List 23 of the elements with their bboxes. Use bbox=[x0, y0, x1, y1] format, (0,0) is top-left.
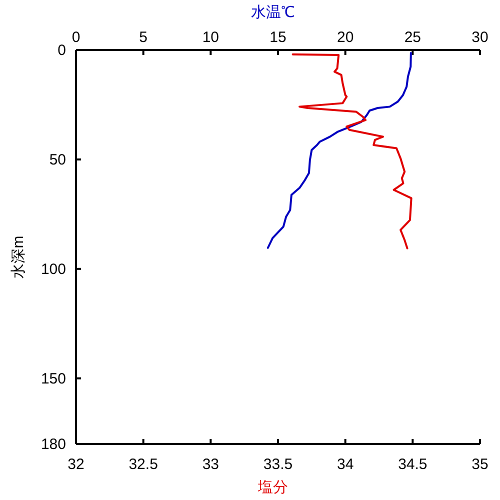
x2-axis-title: 水温℃ bbox=[251, 4, 295, 21]
y-tick-label: 100 bbox=[40, 260, 66, 278]
y-tick-label: 150 bbox=[40, 370, 66, 388]
x-tick-label: 34 bbox=[336, 456, 354, 473]
x-tick-label: 33 bbox=[202, 456, 220, 473]
x-tick-label: 32 bbox=[68, 456, 84, 473]
x-tick-label: 35 bbox=[472, 456, 488, 473]
y-tick-label: 180 bbox=[40, 436, 66, 453]
x2-tick-label: 10 bbox=[202, 29, 220, 46]
y-tick-label: 0 bbox=[58, 42, 66, 59]
y-tick-label: 50 bbox=[49, 151, 66, 168]
x2-tick-label: 15 bbox=[270, 29, 286, 46]
y-axis-title: 水深m bbox=[10, 236, 27, 278]
x-tick-label: 32.5 bbox=[128, 456, 158, 473]
x2-tick-label: 25 bbox=[404, 29, 422, 46]
x2-tick-label: 30 bbox=[472, 29, 488, 46]
x2-tick-label: 0 bbox=[72, 29, 80, 46]
line-series bbox=[292, 53, 412, 250]
x-tick-label: 33.5 bbox=[263, 456, 293, 473]
x2-tick-label: 20 bbox=[336, 29, 354, 46]
x2-tick-label: 5 bbox=[139, 29, 148, 46]
x-axis-title: 塩分 bbox=[257, 479, 288, 496]
x-tick-label: 34.5 bbox=[398, 456, 428, 473]
